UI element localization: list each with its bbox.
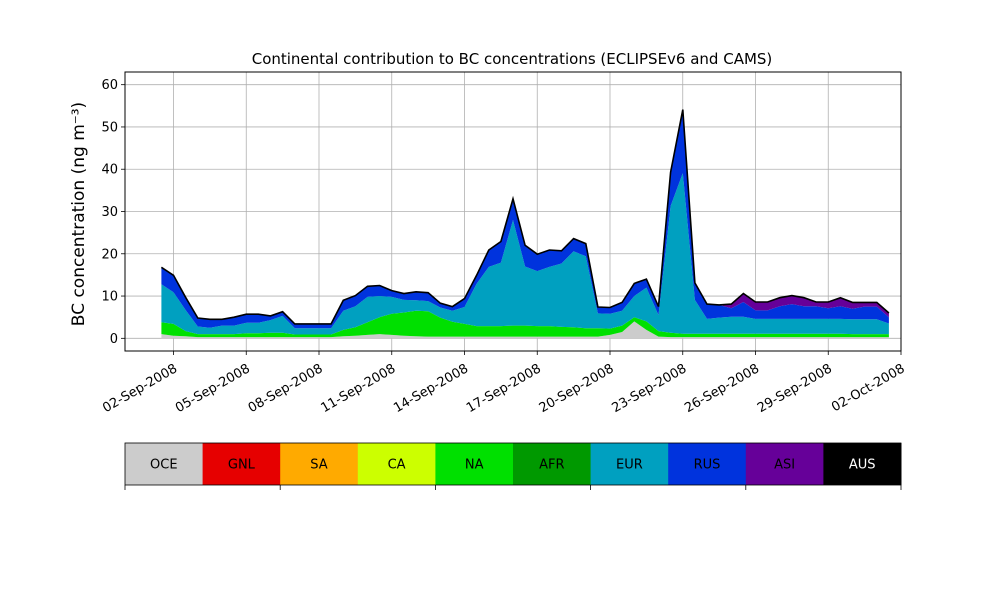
legend-frame <box>124 442 902 486</box>
legend-label-eur: EUR <box>616 458 643 473</box>
legend-swatch-na <box>435 443 514 485</box>
y-tick-label: 30 <box>101 205 118 220</box>
area-rus <box>161 109 889 329</box>
x-tick-label: 08-Sep-2008 <box>246 361 326 416</box>
y-tick-label: 40 <box>101 163 118 178</box>
legend-label-ca: CA <box>388 458 406 473</box>
y-tick-label: 50 <box>101 120 118 135</box>
legend-label-aus: AUS <box>849 458 876 473</box>
area-series-group <box>161 109 889 339</box>
legend-label-asi: ASI <box>774 458 795 473</box>
legend-swatch-eur <box>590 443 669 485</box>
x-tick-label: 17-Sep-2008 <box>464 361 544 416</box>
x-tick-label: 20-Sep-2008 <box>537 361 617 416</box>
legend-swatch-aus <box>823 443 902 485</box>
legend-label-gnl: GNL <box>228 458 256 473</box>
x-tick-label: 26-Sep-2008 <box>682 361 762 416</box>
legend-swatch-afr <box>513 443 592 485</box>
x-tick-label: 14-Sep-2008 <box>391 361 471 416</box>
x-tick-label: 23-Sep-2008 <box>609 361 689 416</box>
y-axis-label: BC concentration (ng m⁻³) <box>69 102 89 326</box>
y-tick-label: 60 <box>101 78 118 93</box>
x-tick-label: 11-Sep-2008 <box>318 361 398 416</box>
legend-colorbar: OCE GNL SA CA NA AFR EUR RUS ASI AUS <box>124 442 902 490</box>
y-tick-label: 0 <box>110 332 118 347</box>
area-eur <box>161 173 889 335</box>
legend-label-na: NA <box>465 458 484 473</box>
x-tick-label: 02-Sep-2008 <box>100 361 180 416</box>
legend-label-oce: OCE <box>150 458 178 473</box>
chart-title: Continental contribution to BC concentra… <box>252 50 773 68</box>
y-tick-label: 10 <box>101 290 118 305</box>
legend-swatch-sa <box>280 443 359 485</box>
x-tick-label: 29-Sep-2008 <box>755 361 835 416</box>
y-tick-label: 20 <box>101 247 118 262</box>
total-outline <box>160 109 890 325</box>
legend-swatch-asi <box>745 443 824 485</box>
x-tick-label: 02-Oct-2008 <box>829 361 907 415</box>
legend-label-afr: AFR <box>539 458 564 473</box>
area-na <box>161 310 889 338</box>
legend-swatch-gnl <box>202 443 281 485</box>
x-axis: 02-Sep-200805-Sep-200808-Sep-200811-Sep-… <box>100 351 908 416</box>
legend-swatch-rus <box>668 443 747 485</box>
y-axis: 0 10 20 30 40 50 60 <box>101 78 125 347</box>
x-tick-label: 05-Sep-2008 <box>173 361 253 416</box>
legend-label-rus: RUS <box>694 458 721 473</box>
legend-swatch-ca <box>357 443 436 485</box>
legend-label-sa: SA <box>310 458 327 473</box>
legend-swatch-oce <box>125 443 204 485</box>
